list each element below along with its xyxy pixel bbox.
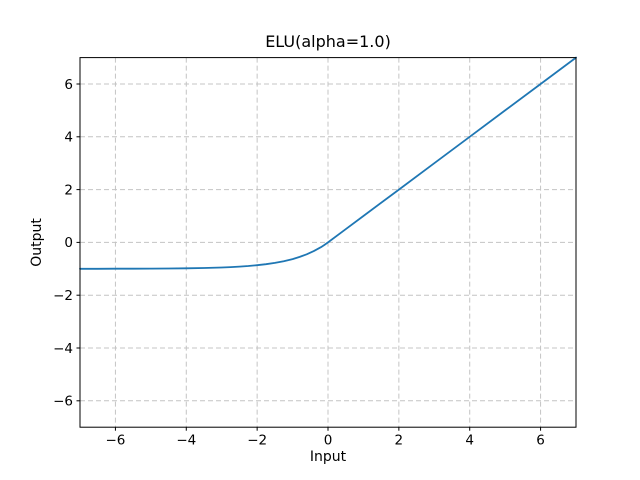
x-axis-label: Input bbox=[310, 449, 347, 465]
y-axis-label: Output bbox=[29, 218, 45, 267]
y-tick-label: −6 bbox=[53, 394, 73, 410]
elu-curve bbox=[79, 56, 577, 270]
x-tick-label: 2 bbox=[395, 433, 404, 449]
tick-label-layer: −6 −4 −2 0 2 4 6 −6 −4 −2 0 2 4 6 bbox=[53, 77, 545, 449]
x-tick-label: −4 bbox=[176, 433, 196, 449]
y-tick-label: −4 bbox=[53, 341, 73, 357]
y-tick-label: 2 bbox=[64, 182, 73, 198]
x-tick-label: 6 bbox=[536, 433, 545, 449]
chart-title: ELU(alpha=1.0) bbox=[265, 32, 391, 51]
x-tick-label: −2 bbox=[247, 433, 267, 449]
x-tick-label: 4 bbox=[465, 433, 474, 449]
tick-layer bbox=[76, 83, 542, 431]
x-tick-label: −6 bbox=[105, 433, 125, 449]
y-tick-label: 6 bbox=[64, 77, 73, 93]
y-tick-label: −2 bbox=[53, 288, 73, 304]
x-tick-label: 0 bbox=[324, 433, 333, 449]
y-tick-label: 0 bbox=[64, 235, 73, 251]
y-tick-label: 4 bbox=[64, 130, 73, 146]
